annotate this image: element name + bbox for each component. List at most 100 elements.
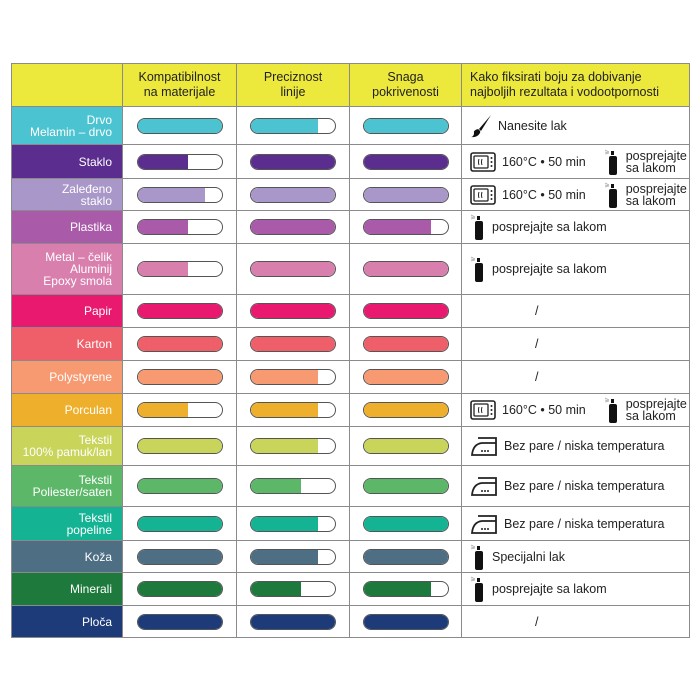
material-label: Polystyrene [11, 360, 123, 394]
compatibility-bar [136, 303, 223, 319]
coverage-bar [362, 153, 449, 170]
coverage-bar [362, 438, 449, 454]
header-fixing: Kako fiksirati boju za dobivanje najbolji… [461, 63, 690, 107]
fixing-cell: Bez pare / niska temperatura [461, 465, 690, 507]
bar-fill [251, 118, 319, 133]
coverage-bar-cell [349, 210, 462, 244]
bar-fill [251, 439, 319, 453]
table-row: Ploča / [11, 605, 690, 638]
spray-can-icon [604, 397, 617, 423]
bar-fill [251, 220, 335, 234]
bar-fill [363, 118, 448, 133]
coverage-bar [362, 336, 449, 352]
material-name: Plastika [69, 220, 112, 234]
fixing-cell: / [461, 605, 690, 638]
compatibility-bar-cell [122, 243, 237, 295]
compatibility-bar-cell [122, 294, 237, 328]
compatibility-bar-cell [122, 540, 237, 573]
bar-fill [251, 262, 335, 276]
bar-fill [251, 516, 319, 531]
material-label: Drvo Melamin – drvo [11, 106, 123, 145]
fixing-cell: posprejajte sa lakom [461, 210, 690, 244]
iron-icon [471, 477, 497, 496]
precision-bar-cell [236, 294, 350, 328]
material-name: Karton [76, 337, 112, 351]
fix-text: Bez pare / niska temperatura [504, 516, 665, 531]
precision-bar-cell [236, 243, 350, 295]
fix-text: 160°C • 50 min [502, 154, 586, 169]
material-label: Plastika [11, 210, 123, 244]
header-text: linije [280, 85, 306, 99]
coverage-bar-cell [349, 243, 462, 295]
precision-bar-cell [236, 540, 350, 573]
bar-fill [137, 439, 222, 453]
fix-text: 160°C • 50 min [502, 403, 586, 417]
material-name: Polystyrene [49, 370, 112, 384]
bar-fill [363, 220, 431, 234]
fix-text: posprejajte sa lakom [492, 262, 607, 276]
material-label: Ploča [11, 605, 123, 638]
bar-fill [363, 337, 448, 351]
bar-fill [363, 614, 448, 629]
bar-fill [363, 439, 448, 453]
bar-fill [363, 262, 448, 276]
material-name: Tekstil [78, 433, 112, 447]
compatibility-bar-cell [122, 106, 237, 145]
material-label: Staklo [11, 144, 123, 179]
bar-fill [363, 187, 448, 202]
coverage-bar-cell [349, 360, 462, 394]
compatibility-bar-cell [122, 605, 237, 638]
spray-text: posprejajte sa lakom [625, 149, 687, 175]
table-row: Minerali posprejajte sa lakom [11, 572, 690, 606]
fix-text: / [535, 337, 539, 351]
fix-text: / [535, 304, 539, 318]
bar-fill [251, 403, 319, 417]
precision-bar-cell [236, 572, 350, 606]
material-label: Koža [11, 540, 123, 573]
bar-fill [251, 582, 302, 596]
spray-can-icon [470, 256, 483, 282]
coverage-bar [362, 261, 449, 277]
compatibility-bar-cell [122, 360, 237, 394]
material-name: Zaleđeno [61, 181, 112, 196]
bar-fill [363, 370, 448, 384]
bar-fill [137, 549, 222, 564]
compatibility-bar-cell [122, 393, 237, 427]
precision-bar-cell [236, 465, 350, 507]
material-label: Zaleđeno staklo [11, 178, 123, 211]
header-text: najboljih rezultata i vodootpornosti [470, 85, 660, 99]
fixing-cell: Nanesite lak [461, 106, 690, 145]
spray-line: posprejajte [625, 181, 687, 196]
material-name: popeline [66, 522, 112, 537]
fix-text: Specijalni lak [492, 549, 565, 564]
material-name: Tekstil [78, 473, 112, 487]
table-row: Staklo 160°C • 50 min posprejajte sa lakom [11, 144, 690, 179]
fix-text: 160°C • 50 min [502, 187, 586, 202]
table-row: Drvo Melamin – drvo Nanesite lak [11, 106, 690, 145]
precision-bar-cell [236, 106, 350, 145]
spray-line: sa lakom [625, 160, 676, 175]
fixing-cell: Bez pare / niska temperatura [461, 506, 690, 541]
bar-fill [251, 614, 335, 629]
material-compatibility-table: Kompatibilnost na materijale Preciznost li… [11, 63, 690, 638]
material-label: Tekstil Poliester/saten [11, 465, 123, 507]
fixing-cell: Specijalni lak [461, 540, 690, 573]
coverage-bar-cell [349, 327, 462, 361]
material-name: Minerali [69, 582, 112, 596]
coverage-bar-cell [349, 294, 462, 328]
table-row: Metal – čelik Aluminij Epoxy smola pospreja… [11, 243, 690, 295]
compatibility-bar-cell [122, 465, 237, 507]
compatibility-bar-cell [122, 506, 237, 541]
material-name: 100% pamuk/lan [22, 445, 112, 459]
precision-bar [250, 336, 336, 352]
fixing-cell: / [461, 327, 690, 361]
bar-fill [137, 187, 205, 202]
precision-bar [250, 369, 336, 385]
header-empty [11, 63, 123, 107]
material-name: Drvo [86, 112, 112, 127]
iron-icon [471, 514, 497, 534]
material-name: Melamin – drvo [29, 124, 112, 139]
bar-fill [137, 337, 222, 351]
bar-fill [137, 516, 222, 531]
fix-text: Nanesite lak [498, 118, 567, 133]
